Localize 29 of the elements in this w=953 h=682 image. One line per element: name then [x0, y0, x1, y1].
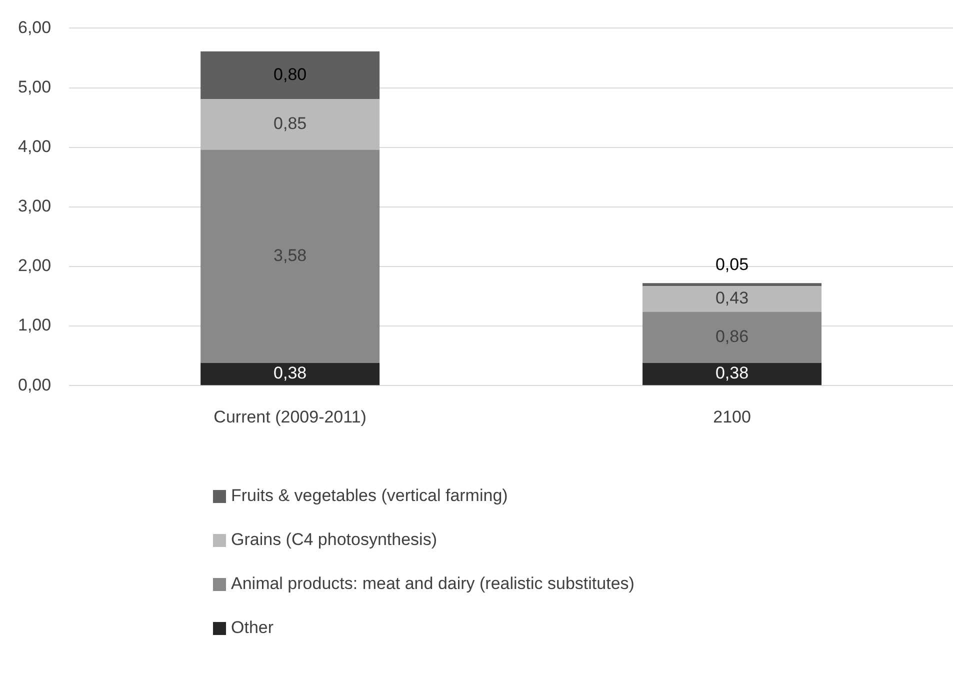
y-tick-label: 4,00: [18, 137, 52, 156]
legend-label: Grains (C4 photosynthesis): [231, 530, 437, 550]
x-tick-label: Current (2009-2011): [214, 407, 366, 426]
y-tick-label: 5,00: [18, 77, 52, 96]
y-tick-label: 6,00: [18, 18, 52, 37]
bar: [200, 362, 380, 386]
data-label: 0,80: [274, 64, 307, 84]
data-label: 0,05: [715, 254, 749, 274]
bar: [200, 150, 380, 363]
bar: [642, 362, 822, 386]
y-tick-label: 3,00: [18, 196, 52, 216]
data-label: 0,85: [274, 114, 307, 134]
data-label: 0,43: [715, 288, 749, 308]
y-tick-label: 0,00: [18, 375, 52, 394]
legend-label: Fruits & vegetables (vertical farming): [231, 486, 508, 506]
data-label: 0,38: [274, 364, 307, 383]
bar: [642, 286, 822, 312]
data-label: 0,86: [715, 327, 749, 346]
data-label: 3,58: [274, 246, 307, 266]
bar: [642, 312, 822, 363]
bar: [642, 283, 822, 286]
data-label: 0,38: [715, 364, 749, 383]
y-tick-label: 2,00: [18, 256, 52, 276]
bar: [200, 99, 380, 150]
legend-label: Other: [231, 618, 274, 638]
y-tick-label: 1,00: [18, 316, 52, 335]
bar: [200, 51, 380, 100]
legend-label: Animal products: meat and dairy (realistic substitutes): [231, 574, 634, 594]
x-tick-label: 2100: [713, 407, 751, 426]
